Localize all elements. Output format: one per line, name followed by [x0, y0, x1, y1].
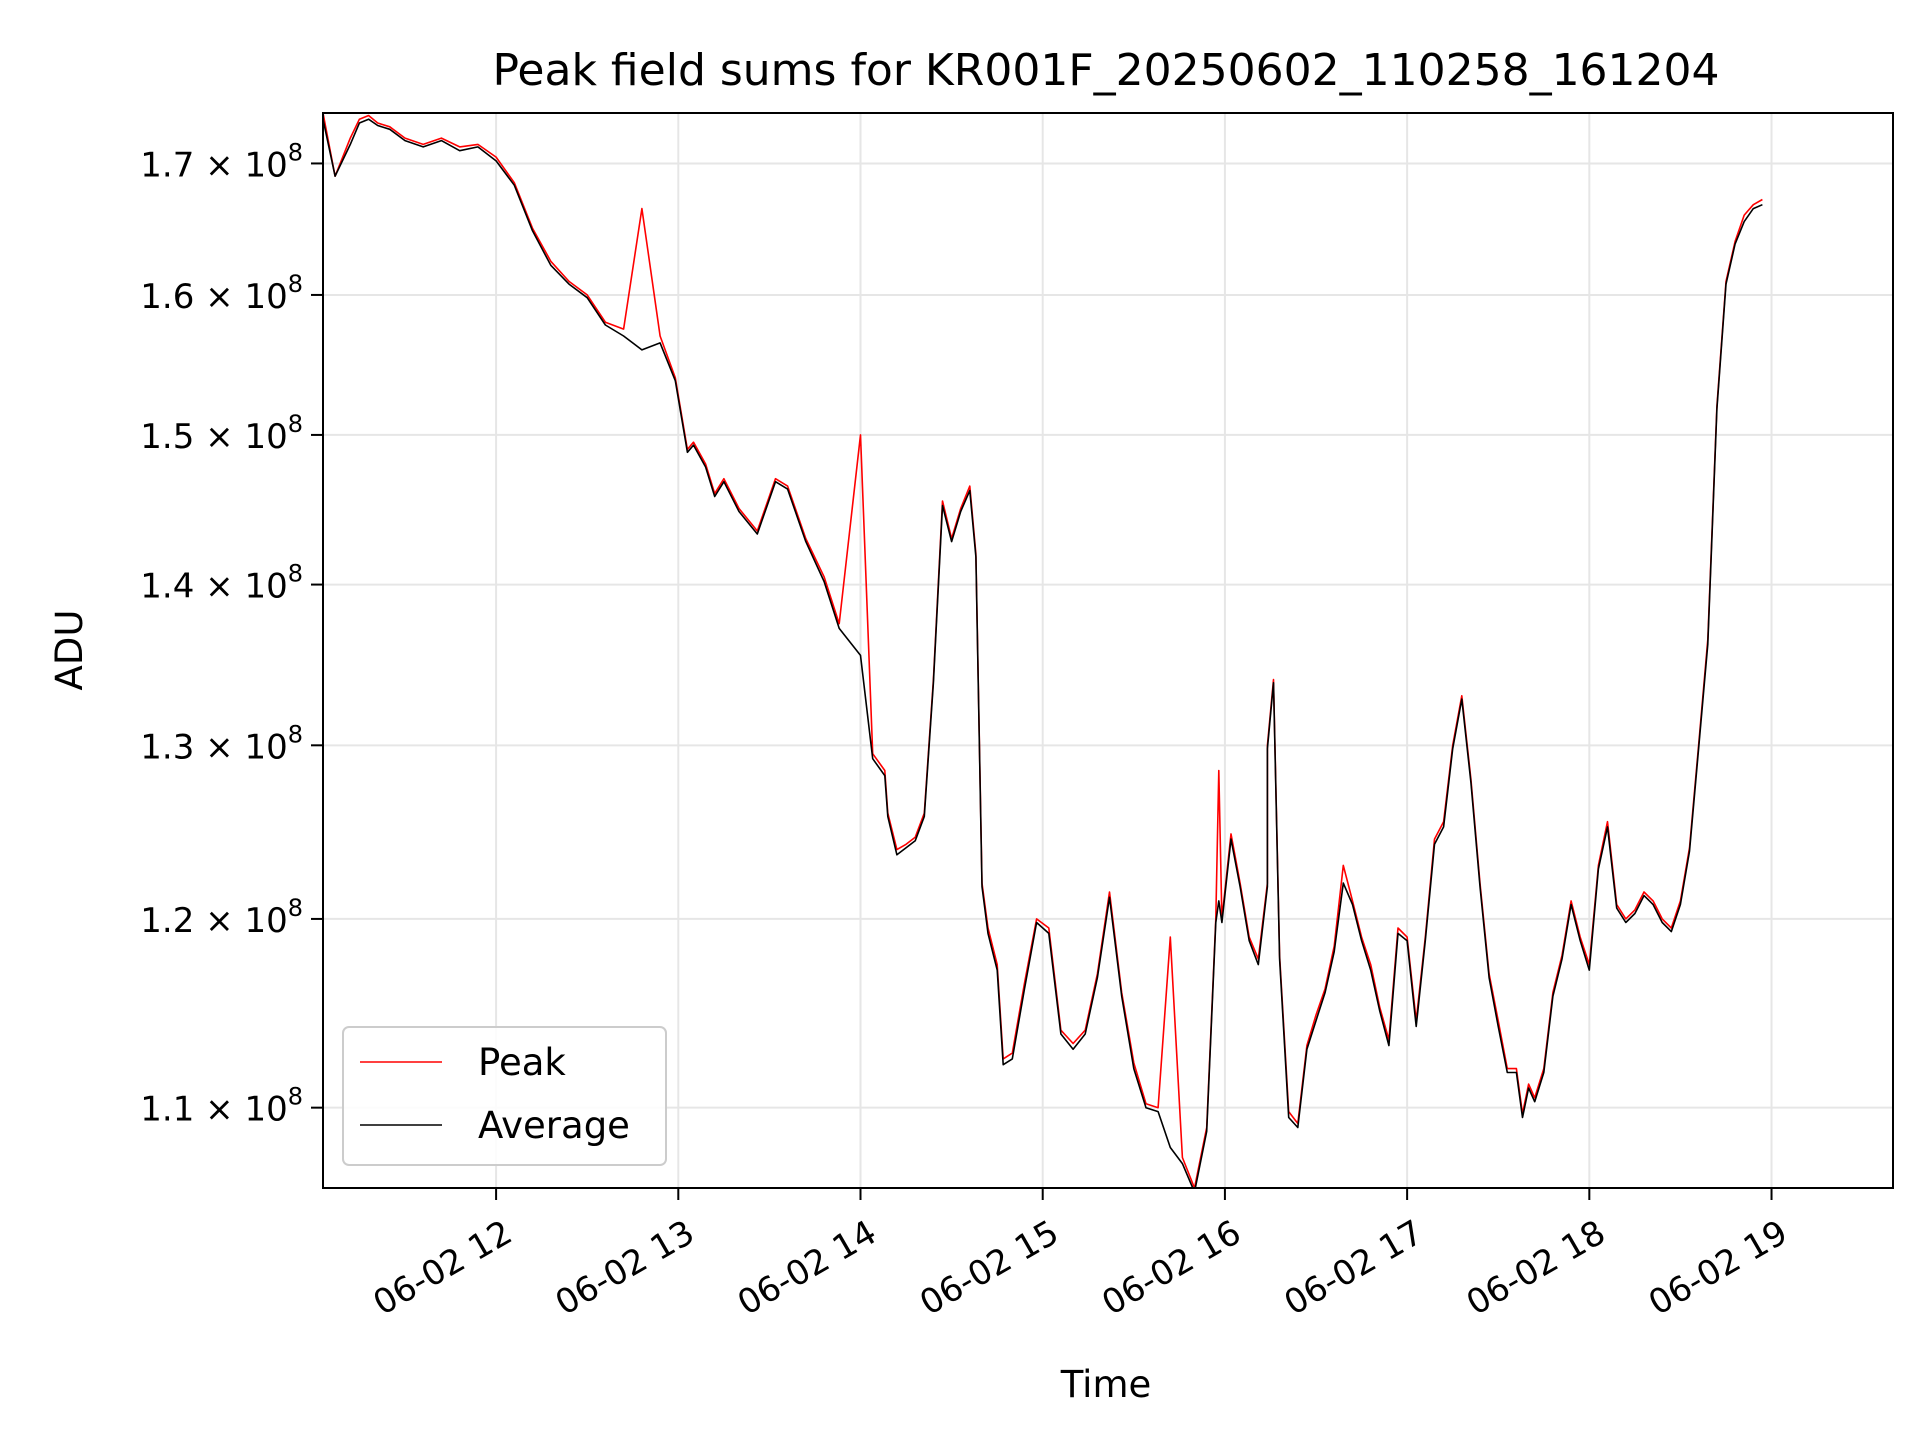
y-tick-label: 1.3 × 108	[140, 720, 303, 767]
y-tick-label: 1.4 × 108	[140, 560, 303, 607]
y-tick-label: 1.5 × 108	[140, 410, 303, 457]
legend: Peak Average	[342, 1026, 667, 1166]
legend-label-peak: Peak	[478, 1041, 566, 1084]
y-tick-label: 1.6 × 108	[140, 270, 303, 317]
series-line-average	[323, 118, 1763, 1188]
y-tick-label: 1.2 × 108	[140, 894, 303, 941]
x-axis-label: Time	[1060, 1363, 1152, 1406]
plot-frame	[322, 112, 1894, 1189]
y-tick-label: 1.7 × 108	[140, 138, 303, 185]
legend-label-average: Average	[478, 1104, 630, 1147]
y-axis-label: ADU	[48, 610, 91, 691]
series-layer	[323, 113, 1763, 1188]
y-tick-label: 1.1 × 108	[140, 1083, 303, 1130]
chart-title: Peak field sums for KR001F_20250602_1102…	[492, 45, 1719, 96]
y-axis-ticks: 1.1 × 108 1.2 × 108 1.3 × 108 1.4 × 108 1.5 …	[140, 138, 323, 1130]
